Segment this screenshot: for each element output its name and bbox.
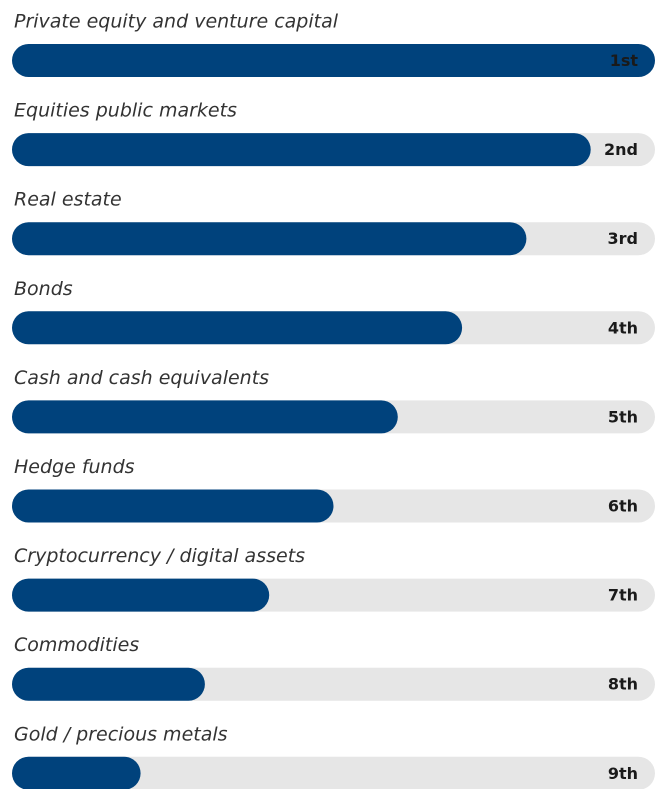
- bar: [12, 400, 398, 434]
- rank-label: 4th: [608, 318, 638, 337]
- category-label: Commodities: [14, 634, 139, 656]
- rank-label: 5th: [608, 407, 638, 426]
- category-label: Equities public markets: [14, 100, 237, 122]
- bar: [12, 133, 591, 167]
- bar: [12, 222, 527, 256]
- bar: [12, 578, 270, 612]
- bar: [12, 667, 205, 701]
- rank-label: 8th: [608, 675, 638, 694]
- rank-label: 9th: [608, 764, 638, 783]
- bar: [12, 489, 334, 523]
- bar-track: [12, 756, 655, 789]
- rank-label: 1st: [610, 51, 639, 70]
- bar: [12, 44, 655, 77]
- category-label: Gold / precious metals: [14, 723, 228, 745]
- bar: [12, 311, 463, 345]
- bar: [12, 756, 141, 789]
- category-label: Hedge funds: [14, 456, 135, 478]
- rank-label: 6th: [608, 497, 638, 516]
- category-label: Bonds: [14, 278, 73, 300]
- rank-label: 7th: [608, 586, 638, 605]
- category-label: Real estate: [14, 189, 122, 211]
- rank-label: 2nd: [604, 140, 638, 159]
- category-label: Private equity and venture capital: [14, 11, 339, 33]
- category-label: Cash and cash equivalents: [14, 367, 269, 389]
- rank-label: 3rd: [608, 229, 638, 248]
- category-label: Cryptocurrency / digital assets: [14, 545, 305, 567]
